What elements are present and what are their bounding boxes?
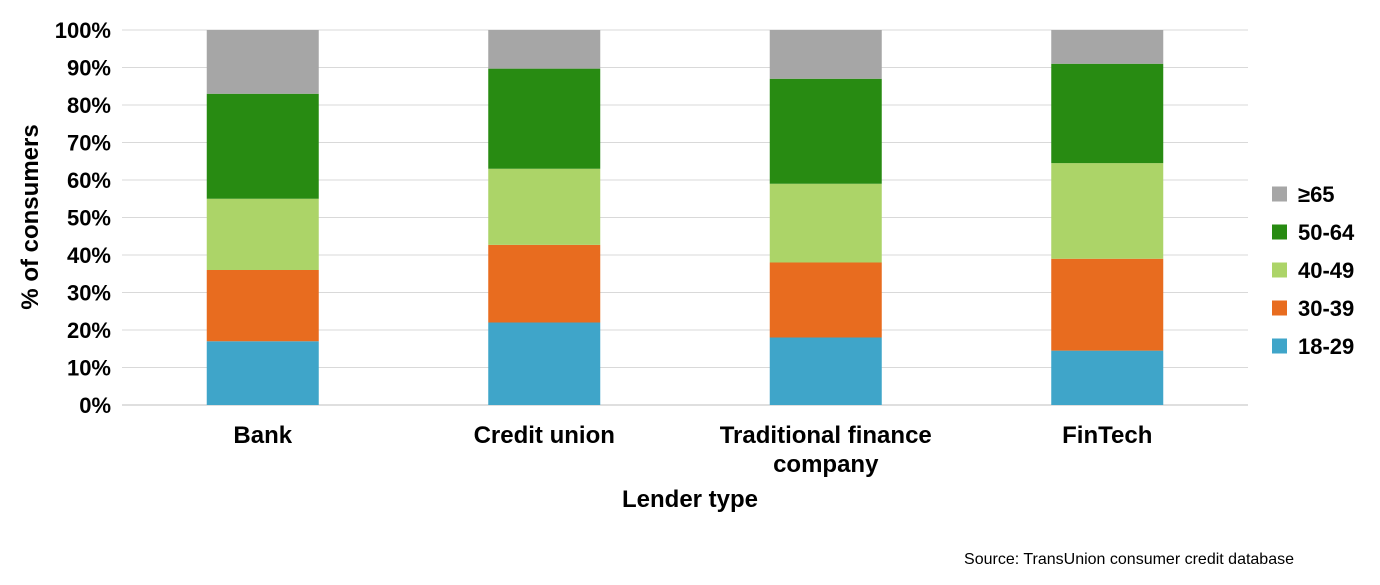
y-tick-label: 100%	[55, 18, 111, 43]
legend-swatch	[1272, 262, 1287, 278]
y-tick-label: 20%	[67, 318, 111, 343]
x-axis-categories: Bank Credit union Traditional finance compa…	[233, 422, 1152, 478]
bar-segment	[1051, 30, 1164, 64]
y-axis-ticks: 0% 10% 20% 30% 40% 50% 60% 70% 80% 90% 100%	[55, 18, 111, 418]
bar-segment	[769, 262, 882, 338]
legend-label: 40-49	[1298, 258, 1354, 283]
bar-segment	[1051, 350, 1164, 405]
x-category-label: FinTech	[1062, 422, 1152, 449]
bar-segment	[769, 30, 882, 79]
legend-label: 50-64	[1298, 220, 1355, 245]
x-category-label: Bank	[233, 422, 292, 449]
y-tick-label: 70%	[67, 131, 111, 156]
legend-label: 18-29	[1298, 334, 1354, 359]
y-tick-label: 80%	[67, 93, 111, 118]
legend-swatch	[1272, 186, 1287, 202]
bar-segment	[488, 168, 601, 245]
bar-segment	[488, 244, 601, 323]
source-note: Source: TransUnion consumer credit datab…	[964, 551, 1294, 568]
bar-segment	[206, 93, 319, 199]
bar-segment	[488, 322, 601, 405]
bar-segment	[206, 341, 319, 405]
y-tick-label: 30%	[67, 281, 111, 306]
bar-segment	[206, 198, 319, 270]
legend-swatch	[1272, 224, 1287, 240]
bars	[206, 30, 1164, 405]
bar-segment	[206, 30, 319, 94]
bar-segment	[206, 270, 319, 342]
y-axis-title: % of consumers	[17, 124, 44, 309]
bar-segment	[488, 68, 601, 169]
y-tick-label: 0%	[79, 393, 111, 418]
bar-segment	[769, 78, 882, 184]
bar-segment	[1051, 63, 1164, 164]
x-category-label: Credit union	[474, 422, 615, 449]
bar-segment	[769, 337, 882, 405]
y-tick-label: 60%	[67, 168, 111, 193]
legend-label: ≥65	[1298, 182, 1335, 207]
legend-label: 30-39	[1298, 296, 1354, 321]
bar-segment	[488, 30, 601, 69]
legend-swatch	[1272, 300, 1287, 316]
x-category-label: Traditional finance company	[720, 422, 932, 478]
x-axis-title: Lender type	[622, 486, 758, 513]
bar-segment	[1051, 258, 1164, 351]
bar-segment	[1051, 163, 1164, 259]
y-tick-label: 90%	[67, 56, 111, 81]
y-tick-label: 40%	[67, 243, 111, 268]
bar-segment	[769, 183, 882, 263]
legend: ≥65 50-64 40-49 30-39 18-29	[1272, 182, 1355, 359]
y-tick-label: 10%	[67, 356, 111, 381]
legend-swatch	[1272, 338, 1287, 354]
y-tick-label: 50%	[67, 206, 111, 231]
